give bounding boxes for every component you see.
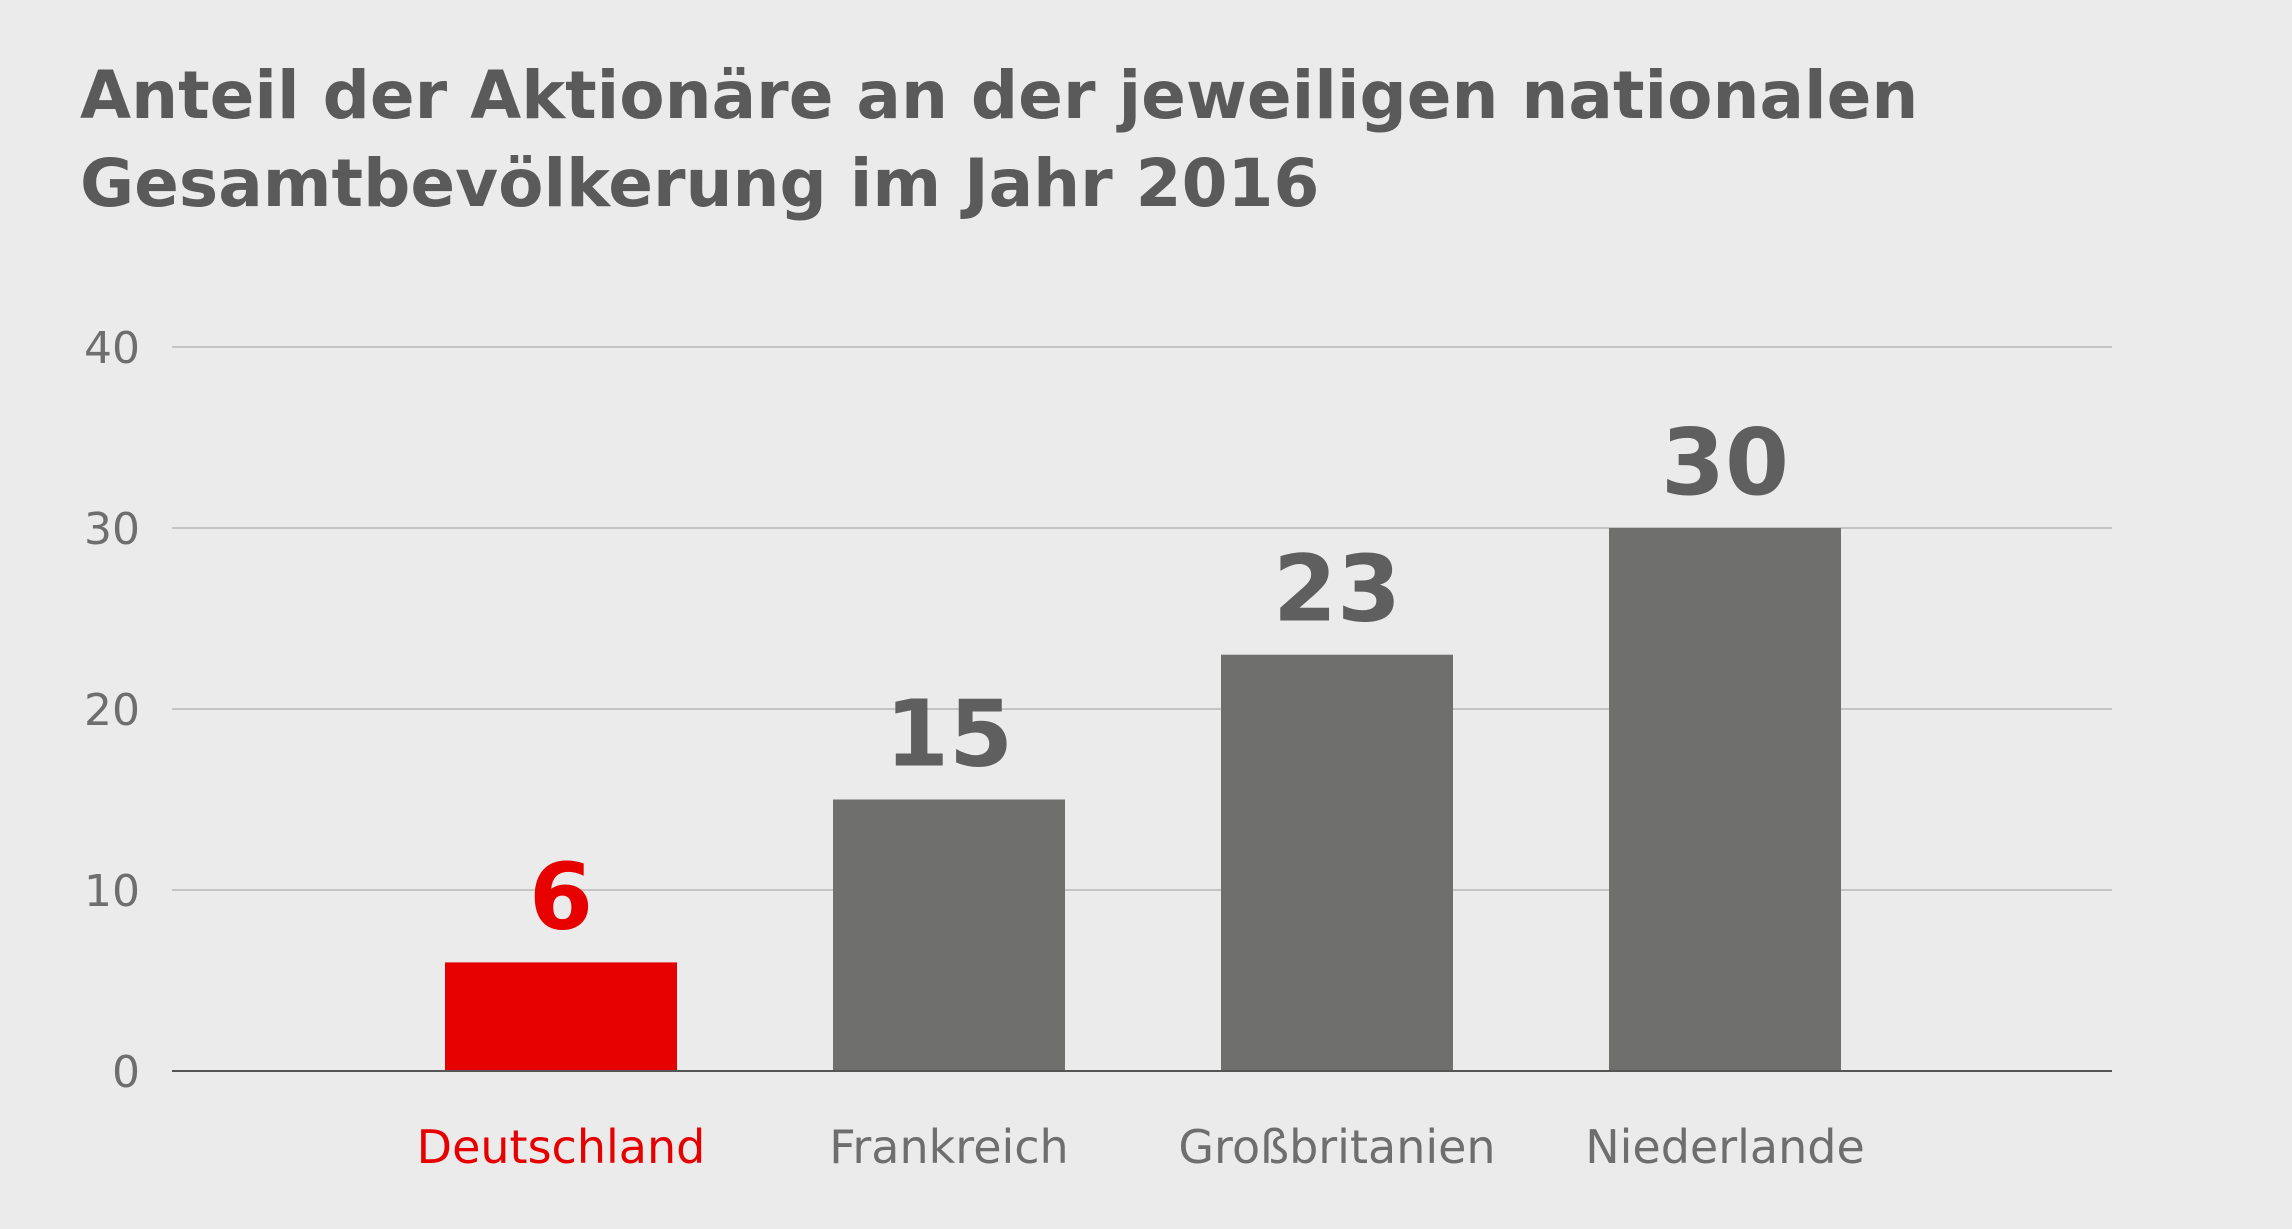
value-label-großbritanien: 23	[1273, 536, 1401, 643]
category-labels: Deutschland Frankreich Großbritanien Nieder…	[417, 1120, 1865, 1174]
y-tick-label-10: 10	[84, 866, 140, 917]
y-tick-label-30: 30	[84, 504, 140, 555]
value-label-deutschland: 6	[529, 843, 593, 950]
y-tick-label-0: 0	[112, 1047, 140, 1098]
bar-großbritanien	[1221, 654, 1453, 1071]
category-label-deutschland: Deutschland	[417, 1120, 706, 1174]
category-label-großbritanien: Großbritanien	[1178, 1120, 1495, 1174]
value-label-niederlande: 30	[1661, 409, 1789, 516]
y-axis-ticks: 0 10 20 30 40	[84, 323, 140, 1098]
y-tick-label-40: 40	[84, 323, 140, 374]
bar-deutschland	[445, 962, 677, 1071]
value-labels: 6 15 23 30	[529, 409, 1789, 950]
category-label-niederlande: Niederlande	[1585, 1120, 1865, 1174]
category-label-frankreich: Frankreich	[829, 1120, 1068, 1174]
bar-niederlande	[1609, 528, 1841, 1071]
chart-title: Anteil der Aktionäre an der jeweiligen n…	[80, 57, 1919, 222]
y-tick-label-20: 20	[84, 685, 140, 736]
bar-frankreich	[833, 799, 1065, 1071]
bars	[445, 528, 1841, 1071]
value-label-frankreich: 15	[885, 681, 1013, 788]
